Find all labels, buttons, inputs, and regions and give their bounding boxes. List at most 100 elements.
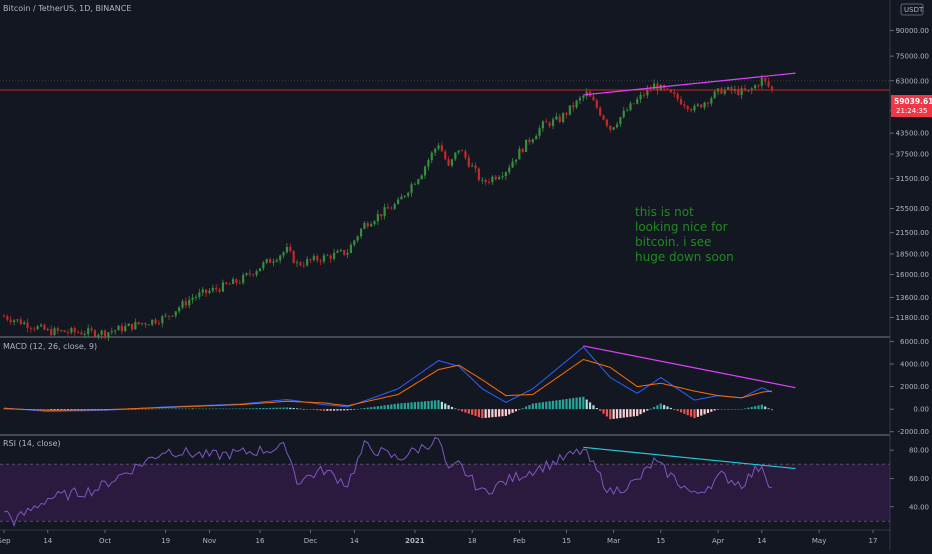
candle-body (535, 135, 538, 140)
time-tick-label: Oct (99, 537, 111, 545)
histogram-bar (626, 409, 629, 418)
rsi-line (3, 436, 773, 527)
symbol-title[interactable]: Bitcoin / TetherUS, 1D, BINANCE (3, 4, 131, 13)
candle-body (380, 214, 383, 217)
candle-body (528, 139, 531, 143)
histogram-bar (727, 409, 730, 410)
histogram-bar (151, 408, 154, 410)
candle-body (33, 328, 36, 330)
histogram-bar (316, 409, 319, 411)
candle-body (457, 150, 460, 153)
rsi-tick-label: 60.00 (909, 475, 929, 483)
time-tick-label: Dec (304, 537, 318, 545)
candle-body (484, 179, 487, 183)
histogram-bar (184, 408, 187, 410)
candle-body (73, 328, 76, 332)
candle-body (487, 182, 491, 183)
candle-body (750, 88, 753, 91)
annotation-line-2[interactable]: looking nice for (635, 220, 728, 234)
last-price-badge (891, 95, 932, 117)
candle-body (353, 240, 356, 245)
histogram-bar (508, 409, 511, 415)
candle-body (258, 268, 262, 272)
annotation-line-4[interactable]: huge down soon (635, 250, 734, 264)
candle-body (686, 106, 689, 110)
candle-body (151, 319, 154, 325)
histogram-bar (319, 409, 322, 411)
histogram-bar (258, 408, 262, 410)
rsi-trendline[interactable] (583, 446, 796, 470)
candle-body (359, 228, 363, 237)
candle-body (83, 334, 86, 335)
time-axis[interactable]: Sep 14 Oct 19 Nov 16 Dec 14 2021 18 Feb 15 Mar 15 Apr 1… (0, 530, 877, 545)
histogram-bar (309, 409, 312, 410)
histogram-bar (504, 409, 507, 416)
histogram-bar (693, 409, 696, 419)
histogram-bar (390, 404, 393, 410)
candle-body (306, 259, 309, 266)
candle-body (134, 322, 137, 330)
histogram-bar (551, 400, 555, 410)
price-trendline[interactable] (583, 72, 796, 96)
macd-trendline[interactable] (583, 345, 796, 389)
histogram-bar (161, 408, 164, 410)
histogram-bar (282, 407, 285, 410)
histogram-bar (676, 409, 679, 411)
histogram-bar (427, 400, 430, 410)
candle-body (673, 92, 676, 94)
candle-body (366, 223, 369, 227)
histogram-bar (396, 403, 400, 410)
price-tick-label: 63000.00 (896, 77, 929, 85)
histogram-bar (450, 406, 454, 410)
price-tick-label: 21500.00 (896, 229, 929, 237)
histogram-bar (558, 399, 561, 410)
candle-body (36, 326, 39, 330)
histogram-bar (181, 408, 184, 410)
candle-body (572, 105, 575, 108)
rsi-title[interactable]: RSI (14, close) (3, 439, 61, 448)
candle-body (167, 315, 171, 317)
histogram-bar (750, 406, 753, 410)
histogram-bar (555, 400, 558, 410)
histogram-bar (518, 409, 521, 410)
candle-body (555, 116, 558, 120)
candle-body (467, 157, 470, 167)
histogram-bar (700, 409, 703, 416)
histogram-bar (134, 409, 137, 410)
candle-body (390, 208, 393, 210)
candle-body (114, 330, 117, 332)
annotation-line-3[interactable]: bitcoin. i see (635, 235, 711, 249)
candle-body (39, 324, 43, 327)
histogram-bar (423, 401, 427, 410)
histogram-bar (612, 409, 615, 419)
candle-body (60, 330, 63, 332)
candle-body (545, 121, 548, 123)
histogram-bar (663, 404, 666, 410)
candle-body (727, 87, 730, 90)
candle-body (346, 252, 349, 255)
price-axis[interactable] (890, 0, 932, 550)
candle-body (410, 184, 413, 193)
candle-body (87, 328, 90, 335)
candle-body (127, 323, 130, 327)
candle-body (710, 98, 713, 104)
candle-body (285, 246, 289, 253)
candle-body (730, 87, 733, 91)
histogram-bar (380, 405, 383, 410)
macd-title[interactable]: MACD (12, 26, close, 9) (3, 342, 97, 351)
histogram-bar (157, 408, 161, 410)
histogram-bar (760, 404, 763, 410)
time-tick-label: 19 (161, 537, 170, 545)
candle-body (386, 207, 390, 209)
histogram-bar (609, 409, 612, 420)
currency-badge[interactable] (900, 3, 924, 16)
histogram-bar (393, 403, 396, 410)
histogram-bar (339, 409, 342, 411)
histogram-bar (460, 409, 464, 412)
histogram-bar (477, 409, 481, 418)
annotation-line-1[interactable]: this is not (635, 205, 694, 219)
candle-body (292, 250, 295, 263)
candle-body (373, 221, 376, 225)
candle-body (137, 322, 140, 325)
